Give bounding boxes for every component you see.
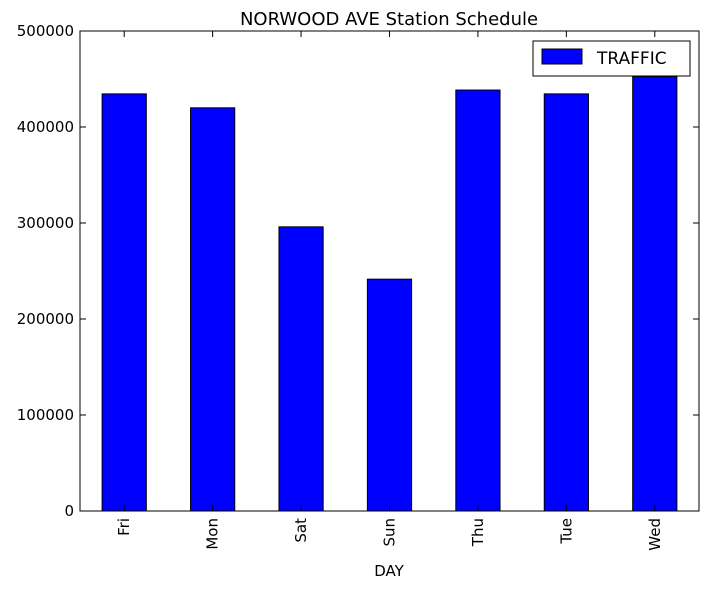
x-tick-labels: Fri Mon Sat Sun Thu Tue Wed	[115, 518, 664, 551]
x-axis-label: DAY	[374, 562, 404, 580]
x-tick-label-sun: Sun	[381, 518, 399, 547]
y-tick-label: 300000	[17, 214, 74, 232]
bars-layer	[101, 76, 678, 512]
chart-title: NORWOOD AVE Station Schedule	[240, 9, 538, 30]
x-tick-label-tue: Tue	[557, 518, 575, 545]
bar-sun	[366, 278, 413, 512]
legend-box	[532, 40, 691, 77]
y-tick-label: 0	[64, 502, 74, 520]
x-tick-label-mon: Mon	[204, 518, 222, 550]
bar-wed	[632, 76, 678, 512]
legend-swatch	[541, 48, 583, 65]
x-tick-label-sat: Sat	[292, 518, 310, 543]
bar-thu	[455, 89, 501, 512]
y-tick-label: 400000	[17, 118, 74, 136]
bar-fri	[101, 93, 147, 512]
x-tick-label-thu: Thu	[469, 518, 487, 547]
y-tick-label: 500000	[17, 22, 74, 40]
x-tick-label-fri: Fri	[115, 518, 133, 536]
x-tick-label-wed: Wed	[646, 518, 664, 551]
y-tick-label: 100000	[17, 406, 74, 424]
legend: TRAFFIC	[532, 40, 691, 77]
legend-label-traffic: TRAFFIC	[596, 49, 667, 69]
bar-mon	[190, 107, 236, 512]
bar-sat	[278, 226, 324, 512]
ticks-layer	[80, 30, 699, 512]
y-tick-label: 200000	[17, 310, 74, 328]
bar-tue	[543, 93, 589, 512]
y-tick-labels: 0 100000 200000 300000 400000 500000	[17, 22, 74, 520]
